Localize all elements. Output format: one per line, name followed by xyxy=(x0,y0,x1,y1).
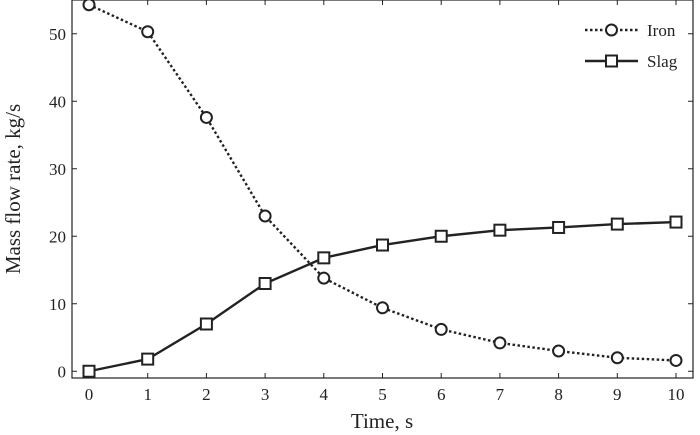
y-tick-label: 30 xyxy=(49,160,66,179)
x-tick-label: 5 xyxy=(378,385,387,404)
data-point-iron xyxy=(552,344,566,358)
x-tick-label: 7 xyxy=(496,385,505,404)
series-layer xyxy=(82,0,683,378)
data-point-slag xyxy=(376,238,389,252)
data-point-slag xyxy=(434,229,448,243)
legend-marker-iron xyxy=(605,23,618,37)
x-tick-label: 1 xyxy=(143,385,152,404)
x-tick-label: 3 xyxy=(261,385,270,404)
x-tick-label: 0 xyxy=(85,385,94,404)
x-tick-label: 6 xyxy=(437,385,446,404)
data-point-slag xyxy=(317,251,331,265)
data-point-iron xyxy=(199,110,213,124)
data-point-slag xyxy=(669,215,683,229)
x-tick-label: 10 xyxy=(668,385,685,404)
series-iron xyxy=(82,0,683,367)
y-tick-label: 40 xyxy=(49,92,66,111)
y-tick-label: 10 xyxy=(49,295,66,314)
data-point-slag xyxy=(552,220,566,234)
y-axis-title: Mass flow rate, kg/s xyxy=(1,104,25,274)
data-point-iron xyxy=(493,336,507,350)
data-point-iron xyxy=(610,351,624,365)
legend-label-slag: Slag xyxy=(647,52,678,71)
data-point-slag xyxy=(82,364,96,378)
x-axis-title: Time, s xyxy=(351,409,413,433)
series-slag xyxy=(82,215,683,378)
y-tick-label: 50 xyxy=(49,25,66,44)
data-point-iron xyxy=(434,322,448,336)
y-axis-ticks: 0 10 20 30 40 50 xyxy=(49,25,693,381)
x-tick-label: 9 xyxy=(613,385,622,404)
x-tick-label: 8 xyxy=(554,385,563,404)
data-point-slag xyxy=(199,317,213,331)
data-point-iron xyxy=(317,271,331,285)
y-tick-label: 0 xyxy=(58,362,67,381)
data-point-slag xyxy=(610,217,624,231)
data-point-iron xyxy=(669,353,683,367)
legend-marker-slag xyxy=(605,54,618,68)
data-point-iron xyxy=(258,209,272,223)
data-point-iron xyxy=(141,25,155,39)
legend: Iron Slag xyxy=(585,21,678,71)
data-point-slag xyxy=(141,352,155,366)
data-point-slag xyxy=(493,223,507,237)
legend-label-iron: Iron xyxy=(647,21,676,40)
data-point-iron xyxy=(376,301,389,315)
x-tick-label: 2 xyxy=(202,385,211,404)
x-axis-ticks: 0 1 2 3 4 5 6 7 8 9 10 xyxy=(85,0,685,404)
data-point-slag xyxy=(258,277,272,290)
x-tick-label: 4 xyxy=(320,385,329,404)
series-line-iron xyxy=(88,3,677,362)
data-point-iron xyxy=(82,0,96,12)
y-tick-label: 20 xyxy=(49,227,66,246)
